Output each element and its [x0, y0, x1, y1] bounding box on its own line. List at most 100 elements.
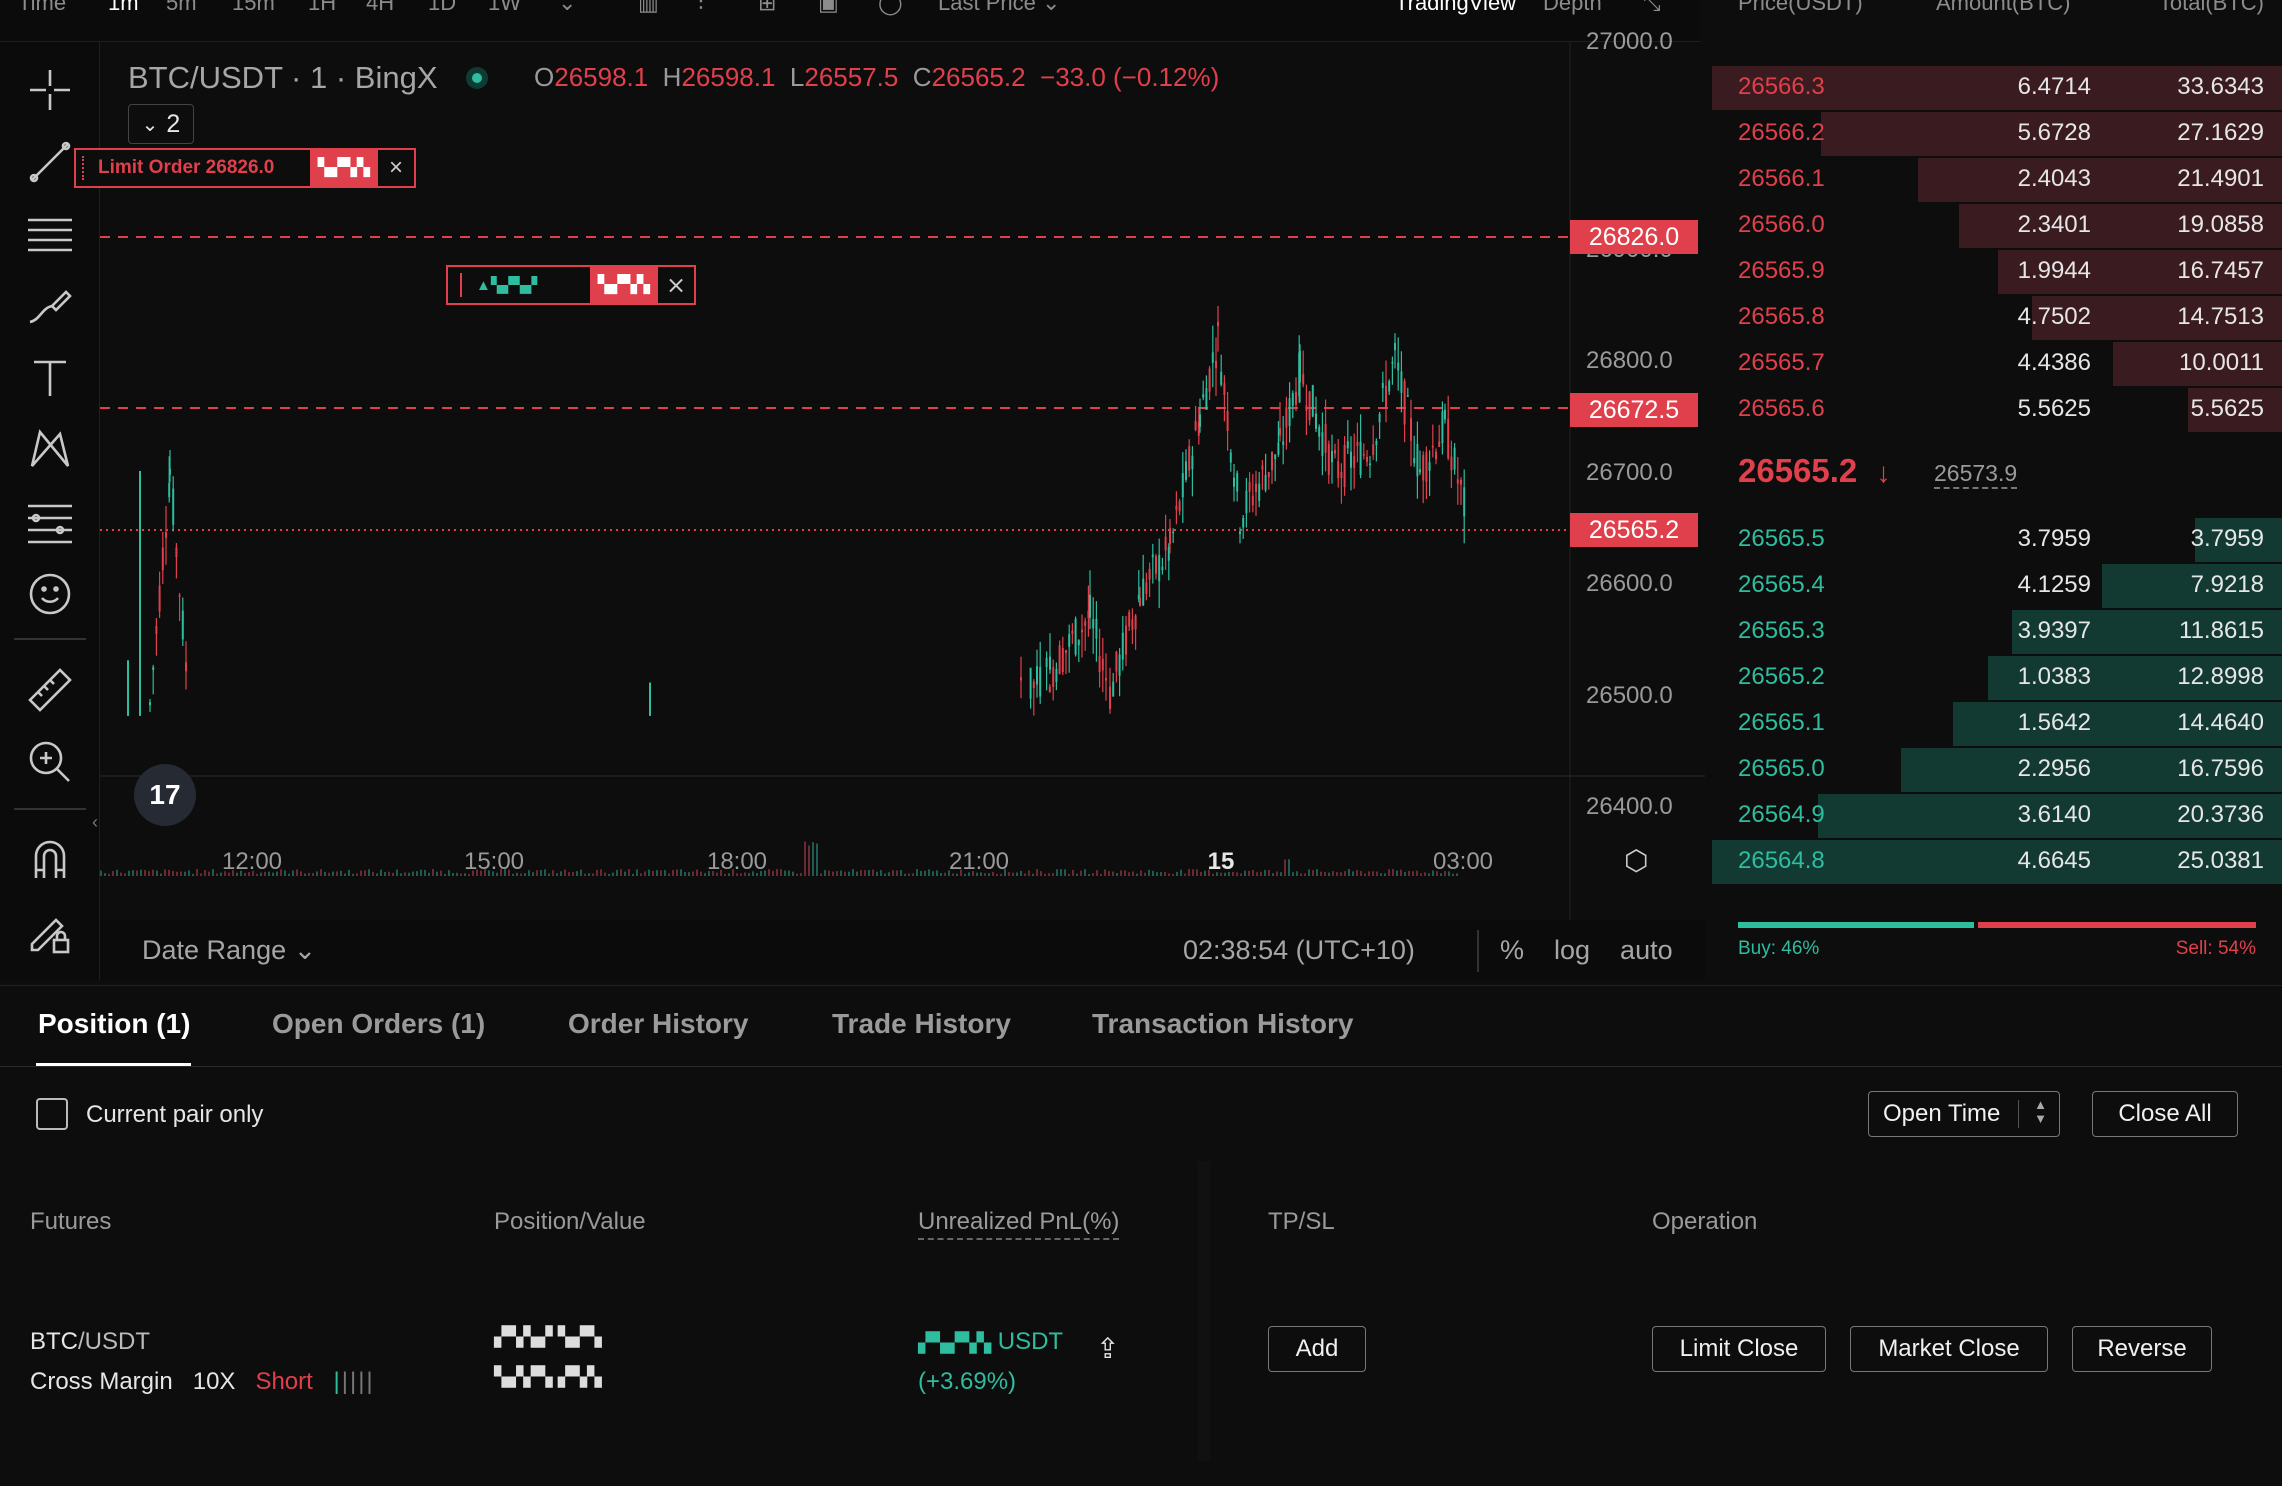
ruler-icon[interactable] [22, 662, 78, 718]
bid-row[interactable]: 26565.1 1.5642 14.4640 [1712, 701, 2282, 747]
sort-label: Open Time [1883, 1100, 2001, 1127]
bid-amount: 4.1259 [2017, 571, 2091, 598]
volume-bar [528, 870, 530, 876]
lock-drawing-icon[interactable] [22, 904, 78, 960]
interval-1w[interactable]: 1W [488, 0, 521, 15]
volume-bar [1408, 871, 1410, 876]
ask-row[interactable]: 26565.8 4.7502 14.7513 [1712, 295, 2282, 341]
collapse-icon[interactable]: ⤡ [1643, 0, 1661, 15]
candle-body [1311, 385, 1314, 417]
chevron-down-icon[interactable]: ⌄ [558, 0, 577, 15]
volume-bar [1120, 870, 1122, 876]
bid-row[interactable]: 26565.0 2.2956 16.7596 [1712, 747, 2282, 793]
close-all-button[interactable]: Close All [2092, 1091, 2238, 1137]
candle-body [1039, 666, 1042, 697]
crosshair-icon[interactable] [22, 62, 78, 118]
bid-row[interactable]: 26565.2 1.0383 12.8998 [1712, 655, 2282, 701]
ask-row[interactable]: 26565.7 4.4386 10.0011 [1712, 341, 2282, 387]
price-source-select[interactable]: Last Price ⌄ [938, 0, 1061, 15]
interval-1d[interactable]: 1D [428, 0, 457, 15]
tradingview-tab[interactable]: TradingView [1395, 0, 1517, 15]
market-close-button[interactable]: Market Close [1850, 1326, 2048, 1372]
current-pair-label[interactable]: Current pair only [86, 1101, 264, 1128]
price-chart[interactable]: BTC/USDT · 1 · BingX O26598.1 H26598.1 L… [74, 28, 1705, 980]
volume-bar [236, 872, 238, 876]
ask-row[interactable]: 26565.9 1.9944 16.7457 [1712, 249, 2282, 295]
bid-row[interactable]: 26564.8 4.6645 25.0381 [1712, 839, 2282, 885]
interval-4h[interactable]: 4H [366, 0, 395, 15]
magnet-icon[interactable] [22, 832, 78, 888]
candle-body [1285, 407, 1288, 428]
ask-row[interactable]: 26566.1 2.4043 21.4901 [1712, 157, 2282, 203]
fib-icon[interactable] [22, 494, 78, 550]
auto-scale-button[interactable]: auto [1620, 935, 1673, 965]
share-icon[interactable]: ⇪ [1096, 1333, 1120, 1364]
sort-select[interactable]: Open Time ▲ ▼ [1868, 1091, 2060, 1137]
volume-bar [1432, 870, 1434, 876]
emoji-icon[interactable] [22, 566, 78, 622]
volume-bar [476, 869, 478, 876]
mark-price[interactable]: 26573.9 [1934, 460, 2018, 489]
add-tpsl-button[interactable]: Add [1268, 1326, 1366, 1372]
volume-bar [428, 872, 430, 876]
camera-icon[interactable]: ▣ [818, 0, 839, 15]
bid-total: 12.8998 [2177, 663, 2264, 690]
interval-1m[interactable]: 1m [108, 0, 139, 15]
cancel-order-icon[interactable]: × [388, 154, 403, 181]
tab-transaction-history[interactable]: Transaction History [1092, 1008, 1354, 1039]
ask-row[interactable]: 26566.3 6.4714 33.6343 [1712, 65, 2282, 111]
candle-body [1101, 658, 1104, 671]
bid-row[interactable]: 26565.5 3.7959 3.7959 [1712, 517, 2282, 563]
pattern-icon[interactable] [22, 422, 78, 478]
collapse-toolbar-icon[interactable]: ‹ [92, 812, 98, 832]
indicator-toggle[interactable]: ⌄ 2 [128, 104, 194, 144]
tab-trade-history[interactable]: Trade History [832, 1008, 1011, 1039]
text-icon[interactable] [22, 350, 78, 406]
brush-icon[interactable] [22, 278, 78, 334]
log-scale-button[interactable]: log [1554, 935, 1591, 965]
zoom-in-icon[interactable] [22, 734, 78, 790]
reverse-button[interactable]: Reverse [2072, 1326, 2212, 1372]
ask-row[interactable]: 26566.0 2.3401 19.0858 [1712, 203, 2282, 249]
bid-price: 26565.3 [1738, 617, 1825, 644]
current-pair-checkbox[interactable] [36, 1098, 68, 1130]
candle-body [1334, 450, 1336, 454]
volume-bar [1016, 872, 1018, 876]
col-unrealized-pnl[interactable]: Unrealized PnL(%) [918, 1208, 1120, 1240]
candlestick-plot[interactable] [100, 42, 1705, 920]
ask-row[interactable]: 26565.6 5.5625 5.5625 [1712, 387, 2282, 433]
limit-order-line-label[interactable]: Limit Order 26826.0 ▚▞▚▚ × [74, 148, 416, 188]
bid-row[interactable]: 26565.4 4.1259 7.9218 [1712, 563, 2282, 609]
horizontal-lines-icon[interactable] [22, 206, 78, 262]
axis-settings-icon[interactable]: ⬡ [1624, 845, 1649, 876]
volume-bar [424, 869, 426, 876]
percent-scale-button[interactable]: % [1500, 935, 1525, 965]
bid-row[interactable]: 26565.3 3.9397 11.8615 [1712, 609, 2282, 655]
candle-body [175, 547, 178, 557]
position-pair[interactable]: BTC/USDT [30, 1328, 150, 1355]
tradingview-logo[interactable]: 17 [134, 764, 196, 826]
date-range-select[interactable]: Date Range ⌄ [142, 935, 317, 965]
tab-open-orders[interactable]: Open Orders (1) [272, 1008, 486, 1039]
interval-1h[interactable]: 1H [308, 0, 337, 15]
candles-icon[interactable]: ⫶ [698, 0, 704, 15]
tab-position[interactable]: Position (1) [38, 1008, 191, 1039]
position-line-label[interactable]: ▲▚▞▚▞ ▚▞▚▚ ⨯ [446, 265, 696, 305]
limit-close-button[interactable]: Limit Close [1652, 1326, 1826, 1372]
indicator-icon[interactable]: ⊞ [758, 0, 777, 15]
tab-order-history[interactable]: Order History [568, 1008, 749, 1039]
interval-15m[interactable]: 15m [232, 0, 275, 15]
candle-body [1359, 441, 1362, 476]
bar-chart-icon[interactable]: ▥ [638, 0, 659, 15]
close-position-icon[interactable]: ⨯ [665, 271, 687, 299]
bid-row[interactable]: 26564.9 3.6140 20.3736 [1712, 793, 2282, 839]
volume-bar [512, 873, 514, 876]
ask-row[interactable]: 26566.2 5.6728 27.1629 [1712, 111, 2282, 157]
volume-bar [360, 870, 362, 876]
settings-icon[interactable]: ◯ [878, 0, 903, 15]
volume-bar [668, 873, 670, 876]
trend-line-icon[interactable] [22, 134, 78, 190]
interval-5m[interactable]: 5m [166, 0, 197, 15]
volume-bar [248, 872, 250, 876]
depth-tab[interactable]: Depth [1543, 0, 1602, 15]
